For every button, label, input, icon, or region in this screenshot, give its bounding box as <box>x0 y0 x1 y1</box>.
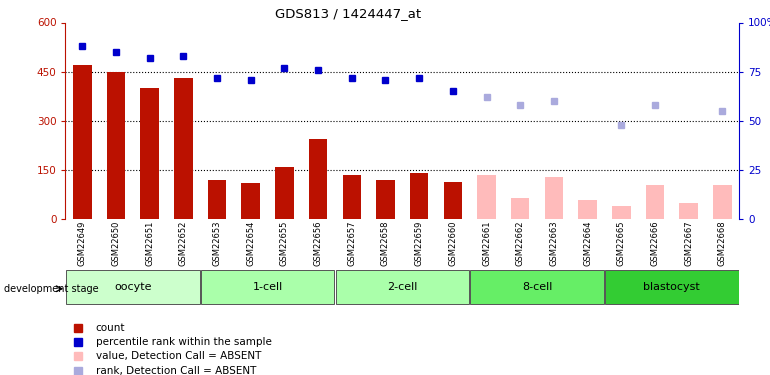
Bar <box>275 167 293 219</box>
Text: GSM22661: GSM22661 <box>482 221 491 266</box>
Text: rank, Detection Call = ABSENT: rank, Detection Call = ABSENT <box>95 366 256 375</box>
Text: development stage: development stage <box>4 285 99 294</box>
Bar <box>612 206 631 219</box>
Text: GSM22660: GSM22660 <box>448 221 457 266</box>
Text: count: count <box>95 323 126 333</box>
Bar <box>309 139 327 219</box>
Text: 8-cell: 8-cell <box>522 282 552 292</box>
Text: percentile rank within the sample: percentile rank within the sample <box>95 337 272 347</box>
Title: GDS813 / 1424447_at: GDS813 / 1424447_at <box>276 7 421 20</box>
FancyBboxPatch shape <box>201 270 334 304</box>
Bar <box>477 175 496 219</box>
Text: GSM22663: GSM22663 <box>550 221 558 267</box>
Text: GSM22662: GSM22662 <box>516 221 524 266</box>
Bar <box>679 203 698 219</box>
Text: GSM22664: GSM22664 <box>583 221 592 266</box>
Text: GSM22667: GSM22667 <box>685 221 693 267</box>
Text: GSM22658: GSM22658 <box>381 221 390 266</box>
Text: GSM22650: GSM22650 <box>112 221 120 266</box>
FancyBboxPatch shape <box>470 270 604 304</box>
Text: GSM22651: GSM22651 <box>146 221 154 266</box>
Text: GSM22659: GSM22659 <box>415 221 424 266</box>
Bar <box>410 173 428 219</box>
Bar <box>444 182 462 219</box>
Bar <box>107 72 126 219</box>
Text: GSM22668: GSM22668 <box>718 221 727 267</box>
Text: GSM22656: GSM22656 <box>313 221 323 266</box>
Text: GSM22652: GSM22652 <box>179 221 188 266</box>
Bar <box>343 175 361 219</box>
Text: GSM22655: GSM22655 <box>280 221 289 266</box>
FancyBboxPatch shape <box>336 270 469 304</box>
Bar <box>73 65 92 219</box>
Bar <box>713 185 731 219</box>
Bar <box>544 177 563 219</box>
Text: GSM22657: GSM22657 <box>347 221 357 266</box>
Text: GSM22665: GSM22665 <box>617 221 626 266</box>
Bar <box>242 183 260 219</box>
FancyBboxPatch shape <box>66 270 199 304</box>
Bar <box>377 180 395 219</box>
FancyBboxPatch shape <box>605 270 738 304</box>
Bar <box>208 180 226 219</box>
Text: GSM22649: GSM22649 <box>78 221 87 266</box>
Text: GSM22654: GSM22654 <box>246 221 255 266</box>
Bar <box>646 185 665 219</box>
Bar <box>140 88 159 219</box>
Text: GSM22666: GSM22666 <box>651 221 659 267</box>
Text: blastocyst: blastocyst <box>644 282 700 292</box>
Bar <box>174 78 192 219</box>
Bar <box>511 198 530 219</box>
Text: 1-cell: 1-cell <box>253 282 283 292</box>
Text: 2-cell: 2-cell <box>387 282 417 292</box>
Text: value, Detection Call = ABSENT: value, Detection Call = ABSENT <box>95 351 261 361</box>
Text: GSM22653: GSM22653 <box>213 221 222 266</box>
Bar <box>578 200 597 219</box>
Text: oocyte: oocyte <box>114 282 152 292</box>
